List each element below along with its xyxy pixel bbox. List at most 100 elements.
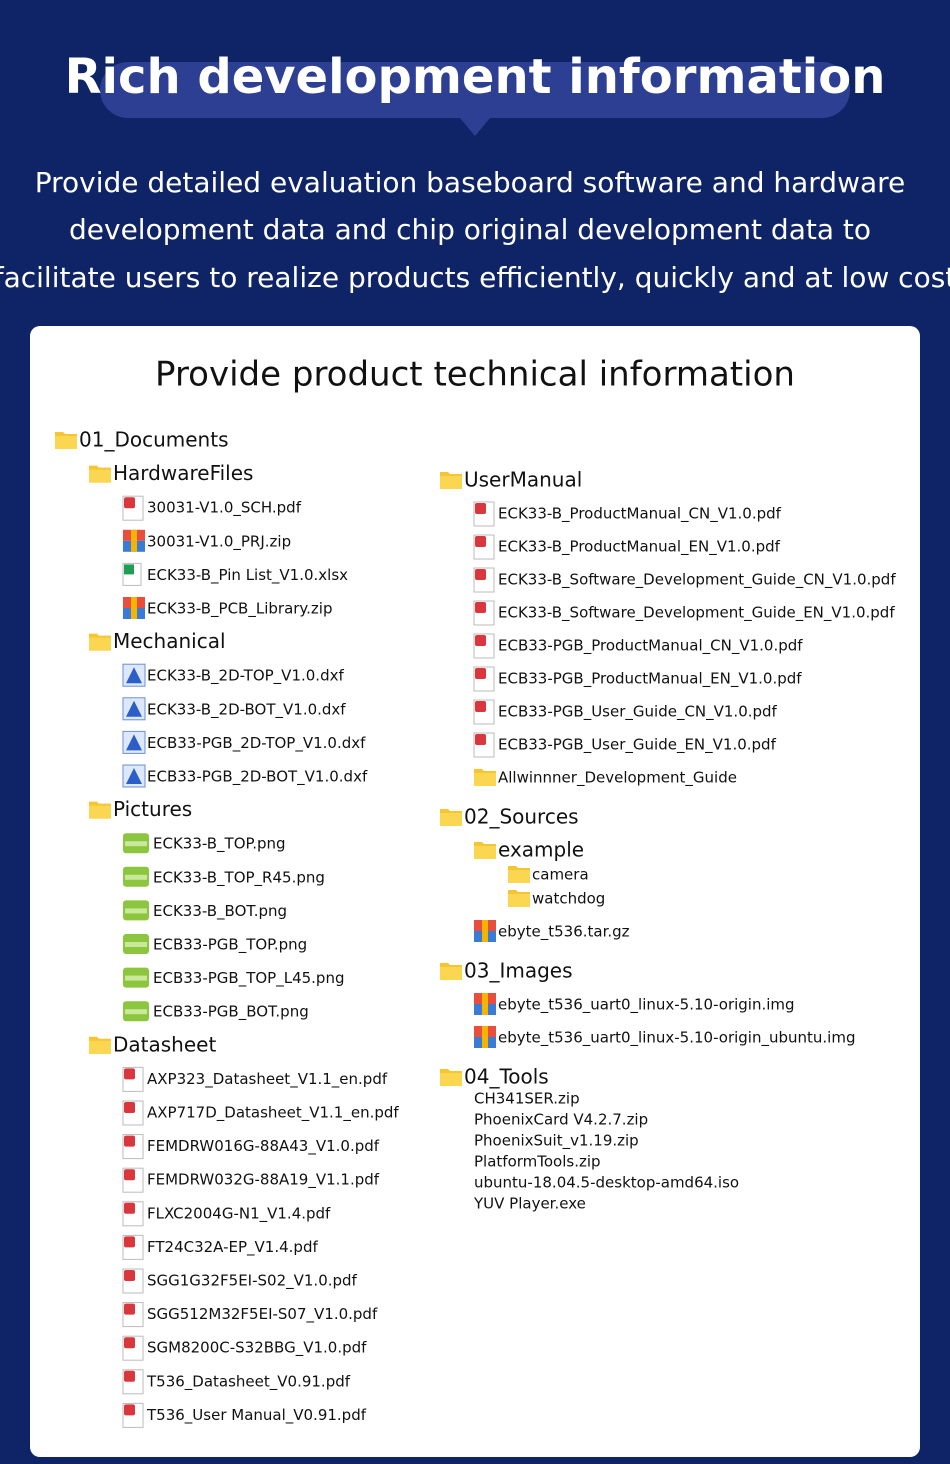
zip-band [131,597,137,619]
icon-pdf [122,1134,144,1160]
png-stripe [125,975,147,981]
xlsx-badge [124,564,134,575]
icon-folder [440,809,462,826]
file-label: ebyte_t536_uart0_linux-5.10-origin.img [498,996,795,1015]
icon-zip [474,920,496,942]
folder-front [440,476,462,489]
file-label: FLXC2004G-N1_V1.4.pdf [147,1204,331,1223]
icon-folder [508,866,530,883]
panel [30,326,920,1457]
pdf-badge [475,602,486,613]
dxf-mark [126,768,142,784]
folder-label: HardwareFiles [113,461,253,485]
icon-pdf [473,501,495,527]
folder-front [508,870,530,883]
dxf-mark [126,734,142,751]
title-pill [100,62,850,136]
icon-pdf [122,1066,144,1092]
icon-zip [474,1026,496,1048]
icon-folder [440,963,462,980]
file-label: ECK33-B_ProductManual_EN_V1.0.pdf [498,538,781,557]
pdf-badge [124,497,135,509]
file-tree: 01_Documents HardwareFiles 30031-V1.0_SCH.… [55,428,896,1428]
file-label: ECK33-B_TOP.png [153,835,286,854]
icon-zip [123,597,145,619]
icon-folder [55,432,77,449]
icon-png [123,866,149,887]
description-line: Provide detailed evaluation baseboard so… [35,166,906,199]
file-label: camera [532,866,589,884]
folder-front [89,637,111,651]
icon-folder [474,769,496,786]
file-label: ECB33-PGB_2D-TOP_V1.0.dxf [147,734,366,753]
icon-pdf [473,699,495,725]
pdf-badge [124,1135,135,1147]
pdf-badge [475,536,486,547]
file-label: ECB33-PGB_ProductManual_EN_V1.0.pdf [498,670,802,689]
pdf-badge [475,734,486,745]
folder-label: Datasheet [113,1032,216,1056]
icon-folder [474,842,496,859]
png-stripe [125,908,147,914]
pdf-badge [124,1370,135,1382]
icon-png [123,900,149,921]
file-label: ECB33-PGB_BOT.png [153,1003,309,1022]
pdf-badge [124,1404,135,1416]
file-label: PhoenixSuit_v1.19.zip [474,1132,639,1151]
pdf-badge [124,1270,135,1281]
file-label: ECK33-B_Software_Development_Guide_CN_V1… [498,571,896,590]
pdf-badge [124,1337,135,1349]
panel-title: Provide product technical information [155,355,795,395]
pdf-badge [124,1202,135,1214]
folder-label: UserManual [464,468,582,492]
folder-front [474,846,496,859]
pdf-badge [475,668,486,679]
folder-front [55,436,77,449]
icon-pdf [473,633,495,659]
pdf-badge [124,1102,135,1113]
png-stripe [125,874,147,880]
icon-pdf [473,600,495,626]
file-label: ECB33-PGB_ProductManual_CN_V1.0.pdf [498,637,803,656]
folder-label: 02_Sources [464,805,579,829]
icon-pdf [122,1167,144,1193]
file-label: ECK33-B_Software_Development_Guide_EN_V1… [498,604,895,623]
file-label: ebyte_t536_uart0_linux-5.10-origin_ubunt… [498,1029,855,1048]
file-label: ECK33-B_ProductManual_CN_V1.0.pdf [498,505,782,524]
folder-front [440,813,462,826]
zip-band [482,1026,488,1048]
pdf-badge [475,503,486,514]
folder-label: example [498,838,584,862]
icon-png [123,934,149,954]
icon-pdf [473,534,495,560]
icon-xlsx [122,562,142,586]
icon-pdf [122,1335,144,1361]
file-label: CH341SER.zip [474,1090,580,1108]
icon-folder [89,1036,111,1054]
folder-label: Mechanical [113,629,226,653]
icon-dxf [122,697,146,721]
pdf-badge [124,1068,135,1080]
icon-pdf [122,1268,144,1294]
icon-pdf [122,1302,144,1328]
folder-label: 01_Documents [79,428,228,452]
dxf-mark [126,700,142,717]
zip-band [482,920,488,942]
icon-zip [474,993,496,1015]
folder-front [440,967,462,980]
description-line: facilitate users to realize products eff… [0,261,950,294]
file-label: PhoenixCard V4.2.7.zip [474,1111,648,1129]
file-label: 30031-V1.0_SCH.pdf [147,499,302,518]
file-label: 30031-V1.0_PRJ.zip [147,532,291,551]
pdf-badge [124,1303,135,1315]
icon-folder [440,1069,462,1086]
pdf-badge [475,701,486,712]
zip-band [131,529,137,552]
file-label: ECK33-B_Pin List_V1.0.xlsx [147,566,348,585]
icon-pdf [473,732,495,758]
file-label: ECB33-PGB_TOP.png [153,936,307,955]
folder-front [89,805,111,819]
icon-pdf [122,1201,144,1227]
file-label: ECB33-PGB_TOP_L45.png [153,969,344,988]
